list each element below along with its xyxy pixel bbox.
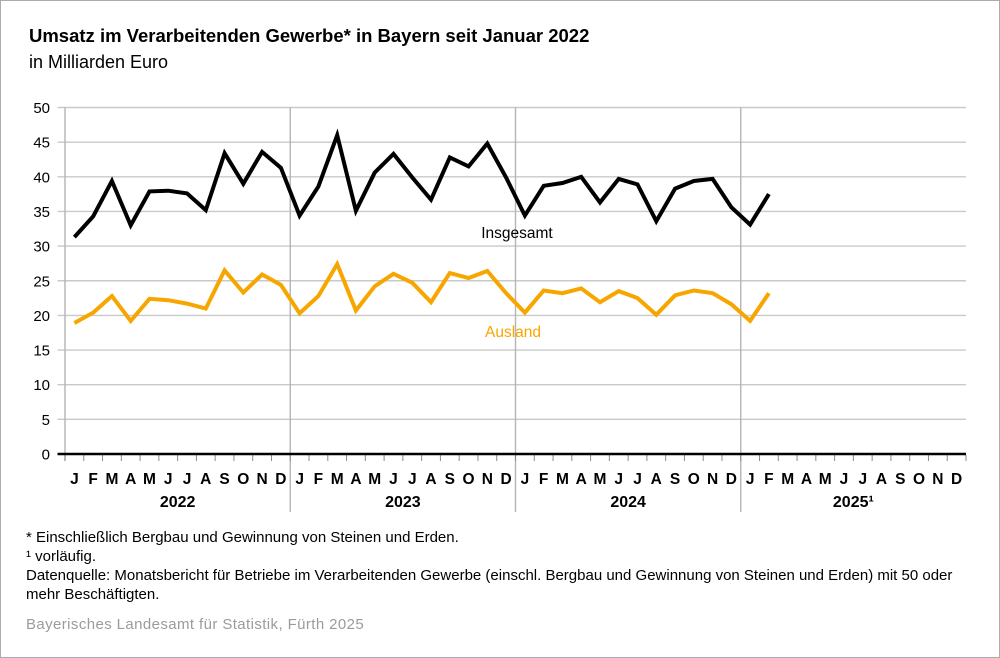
x-axis-month-label: J — [183, 471, 192, 488]
x-axis-month-label: A — [125, 471, 136, 488]
series-line-insgesamt — [72, 128, 771, 239]
x-axis-month-label: S — [445, 471, 455, 488]
x-axis-month-label: M — [368, 471, 381, 488]
x-axis-month-label: J — [840, 471, 849, 488]
x-axis-month-label: M — [556, 471, 569, 488]
page-subtitle: in Milliarden Euro — [29, 52, 169, 72]
y-axis-tick-label: 20 — [33, 308, 50, 325]
x-axis-month-label: M — [331, 471, 344, 488]
publisher-credit: Bayerisches Landesamt für Statistik, Für… — [26, 616, 365, 633]
x-axis-month-label: O — [237, 471, 249, 488]
x-axis-month-label: J — [633, 471, 642, 488]
x-axis-year-label: 2022 — [160, 494, 196, 511]
x-axis-month-label: M — [105, 471, 118, 488]
y-axis-tick-label: 45 — [33, 135, 50, 152]
x-axis-month-label: M — [143, 471, 156, 488]
x-axis-month-label: S — [219, 471, 229, 488]
x-axis-month-label: O — [913, 471, 925, 488]
footnote-datasource: Datenquelle: Monatsbericht für Betriebe … — [26, 567, 953, 603]
y-axis-tick-label: 5 — [42, 412, 50, 429]
x-axis-month-label: D — [501, 471, 512, 488]
x-axis-month-label: A — [200, 471, 211, 488]
x-axis-month-label: A — [576, 471, 587, 488]
x-axis-month-label: J — [746, 471, 755, 488]
x-axis-month-label: F — [88, 471, 97, 488]
x-axis-month-label: M — [594, 471, 607, 488]
x-axis-month-label: J — [70, 471, 79, 488]
y-axis-tick-label: 35 — [33, 204, 50, 221]
x-axis-month-label: J — [295, 471, 304, 488]
x-axis-year-label: 2025¹ — [833, 494, 874, 511]
y-axis-tick-label: 40 — [33, 169, 50, 186]
x-axis-month-label: J — [858, 471, 867, 488]
page-title: Umsatz im Verarbeitenden Gewerbe* in Bay… — [29, 25, 590, 46]
x-axis-month-label: J — [614, 471, 623, 488]
x-axis-month-label: J — [389, 471, 398, 488]
x-axis-month-label: A — [425, 471, 436, 488]
x-axis-month-label: D — [726, 471, 737, 488]
x-axis-month-label: N — [932, 471, 943, 488]
x-axis-month-label: D — [951, 471, 962, 488]
y-axis-tick-label: 50 — [33, 100, 50, 117]
y-axis-tick-label: 30 — [33, 239, 50, 256]
x-axis-month-label: F — [764, 471, 773, 488]
x-axis-month-label: S — [895, 471, 905, 488]
footnotes-block: * Einschließlich Bergbau und Gewinnung v… — [26, 528, 971, 604]
x-axis-year-label: 2024 — [610, 494, 646, 511]
series-line-ausland — [73, 259, 771, 325]
x-axis-year-label: 2023 — [385, 494, 421, 511]
x-axis-month-label: A — [651, 471, 662, 488]
x-axis-month-label: J — [408, 471, 417, 488]
footnote-asterisk: * Einschließlich Bergbau und Gewinnung v… — [26, 529, 459, 546]
x-axis-month-label: J — [164, 471, 173, 488]
y-axis-tick-label: 10 — [33, 377, 50, 394]
x-axis-month-label: O — [463, 471, 475, 488]
series-label-ausland: Ausland — [485, 324, 541, 341]
x-axis-month-label: N — [482, 471, 493, 488]
x-axis-month-label: D — [275, 471, 286, 488]
y-axis-tick-label: 25 — [33, 273, 50, 290]
x-axis-month-label: M — [819, 471, 832, 488]
x-axis-month-label: A — [876, 471, 887, 488]
y-axis-tick-label: 15 — [33, 343, 50, 360]
x-axis-month-label: F — [539, 471, 548, 488]
x-axis-month-label: F — [314, 471, 323, 488]
x-axis-month-label: A — [350, 471, 361, 488]
x-axis-month-label: N — [256, 471, 267, 488]
series-label-insgesamt: Insgesamt — [481, 225, 553, 242]
x-axis-month-label: A — [801, 471, 812, 488]
x-axis-month-label: M — [781, 471, 794, 488]
y-axis-tick-label: 0 — [42, 447, 50, 464]
x-axis-month-label: J — [521, 471, 530, 488]
x-axis-month-label: S — [670, 471, 680, 488]
footnote-preliminary: ¹ vorläufig. — [26, 548, 97, 565]
x-axis-month-label: O — [688, 471, 700, 488]
x-axis-month-label: N — [707, 471, 718, 488]
